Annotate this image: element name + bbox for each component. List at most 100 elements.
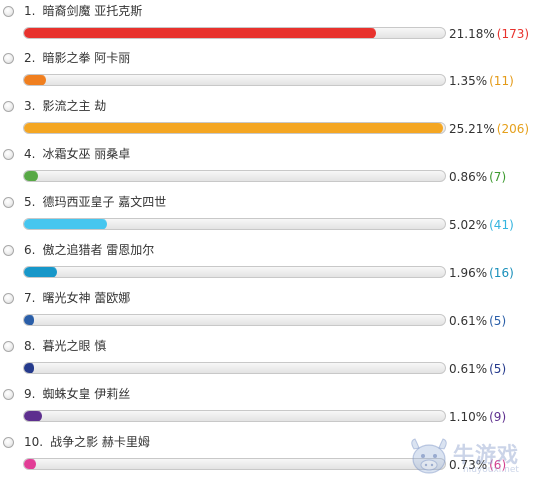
radio-button[interactable] <box>3 389 14 400</box>
option-number: 2. <box>24 51 36 65</box>
poll-option[interactable]: 7. 曙光女神 蕾欧娜 0.61% (5) <box>0 290 534 338</box>
vote-bar-track <box>23 74 446 86</box>
vote-percent: 1.96% <box>449 266 488 280</box>
vote-bar-track <box>23 122 446 134</box>
vote-count: (7) <box>489 170 507 184</box>
vote-percent: 5.02% <box>449 218 488 232</box>
vote-count: (9) <box>489 410 507 424</box>
vote-bar-fill <box>24 411 42 421</box>
poll-option[interactable]: 2. 暗影之拳 阿卡丽 1.35% (11) <box>0 50 534 98</box>
poll-option[interactable]: 5. 德玛西亚皇子 嘉文四世 5.02% (41) <box>0 194 534 242</box>
option-label: 4. 冰霜女巫 丽桑卓 <box>24 146 130 162</box>
vote-percent: 0.86% <box>449 170 488 184</box>
option-number: 6. <box>24 243 36 257</box>
vote-stats: 21.18% (173) <box>449 26 529 42</box>
radio-button[interactable] <box>3 101 14 112</box>
vote-count: (41) <box>489 218 514 232</box>
option-number: 9. <box>24 387 36 401</box>
option-text: 战争之影 赫卡里姆 <box>50 435 150 449</box>
option-text: 傲之追猎者 雷恩加尔 <box>42 243 155 257</box>
radio-button[interactable] <box>3 341 14 352</box>
option-label: 7. 曙光女神 蕾欧娜 <box>24 290 130 306</box>
radio-button[interactable] <box>3 245 14 256</box>
vote-count: (5) <box>489 362 507 376</box>
vote-bar-fill <box>24 123 443 133</box>
option-number: 10. <box>24 435 44 449</box>
vote-bar-fill <box>24 459 36 469</box>
vote-stats: 0.86% (7) <box>449 169 506 185</box>
poll-option[interactable]: 1. 暗裔剑魔 亚托克斯 21.18% (173) <box>0 3 534 51</box>
vote-bar-fill <box>24 171 38 181</box>
vote-stats: 1.35% (11) <box>449 73 514 89</box>
vote-count: (16) <box>489 266 514 280</box>
option-number: 3. <box>24 99 36 113</box>
poll-option[interactable]: 6. 傲之追猎者 雷恩加尔 1.96% (16) <box>0 242 534 290</box>
vote-percent: 25.21% <box>449 122 495 136</box>
vote-stats: 0.73% (6) <box>449 457 506 473</box>
vote-bar-track <box>23 314 446 326</box>
vote-count: (6) <box>489 458 507 472</box>
vote-bar-fill <box>24 75 46 85</box>
poll-option[interactable]: 4. 冰霜女巫 丽桑卓 0.86% (7) <box>0 146 534 194</box>
poll-option[interactable]: 10. 战争之影 赫卡里姆 0.73% (6) <box>0 434 534 482</box>
option-label: 2. 暗影之拳 阿卡丽 <box>24 50 130 66</box>
option-label: 1. 暗裔剑魔 亚托克斯 <box>24 3 142 19</box>
vote-count: (5) <box>489 314 507 328</box>
vote-bar-track <box>23 458 446 470</box>
option-number: 4. <box>24 147 36 161</box>
radio-button[interactable] <box>3 149 14 160</box>
option-text: 冰霜女巫 丽桑卓 <box>42 147 131 161</box>
option-text: 暗裔剑魔 亚托克斯 <box>42 4 143 18</box>
vote-stats: 25.21% (206) <box>449 121 529 137</box>
option-label: 9. 蜘蛛女皇 伊莉丝 <box>24 386 130 402</box>
option-label: 8. 暮光之眼 慎 <box>24 338 106 354</box>
vote-bar-track <box>23 266 446 278</box>
radio-button[interactable] <box>3 197 14 208</box>
vote-count: (206) <box>496 122 530 136</box>
vote-bar-track <box>23 362 446 374</box>
vote-percent: 1.35% <box>449 74 488 88</box>
option-text: 暗影之拳 阿卡丽 <box>42 51 131 65</box>
option-text: 影流之主 劫 <box>42 99 107 113</box>
option-text: 暮光之眼 慎 <box>42 339 107 353</box>
vote-bar-track <box>23 410 446 422</box>
poll-option[interactable]: 9. 蜘蛛女皇 伊莉丝 1.10% (9) <box>0 386 534 434</box>
option-text: 曙光女神 蕾欧娜 <box>42 291 131 305</box>
vote-stats: 5.02% (41) <box>449 217 514 233</box>
vote-percent: 0.73% <box>449 458 488 472</box>
vote-bar-track <box>23 218 446 230</box>
radio-button[interactable] <box>3 437 14 448</box>
vote-percent: 21.18% <box>449 27 495 41</box>
vote-bar-track <box>23 27 446 39</box>
vote-bar-fill <box>24 315 34 325</box>
vote-percent: 0.61% <box>449 314 488 328</box>
vote-stats: 0.61% (5) <box>449 313 506 329</box>
option-label: 10. 战争之影 赫卡里姆 <box>24 434 150 450</box>
vote-bar-fill <box>24 267 57 277</box>
vote-count: (173) <box>496 27 530 41</box>
option-text: 蜘蛛女皇 伊莉丝 <box>42 387 131 401</box>
option-number: 8. <box>24 339 36 353</box>
option-text: 德玛西亚皇子 嘉文四世 <box>42 195 167 209</box>
vote-count: (11) <box>489 74 514 88</box>
vote-bar-fill <box>24 28 376 38</box>
poll-option[interactable]: 8. 暮光之眼 慎 0.61% (5) <box>0 338 534 386</box>
poll-option[interactable]: 3. 影流之主 劫 25.21% (206) <box>0 98 534 146</box>
vote-percent: 1.10% <box>449 410 488 424</box>
vote-bar-fill <box>24 219 107 229</box>
radio-button[interactable] <box>3 6 14 17</box>
vote-stats: 1.96% (16) <box>449 265 514 281</box>
option-number: 5. <box>24 195 36 209</box>
option-label: 6. 傲之追猎者 雷恩加尔 <box>24 242 154 258</box>
option-number: 7. <box>24 291 36 305</box>
option-label: 5. 德玛西亚皇子 嘉文四世 <box>24 194 166 210</box>
vote-stats: 0.61% (5) <box>449 361 506 377</box>
option-label: 3. 影流之主 劫 <box>24 98 106 114</box>
vote-stats: 1.10% (9) <box>449 409 506 425</box>
vote-percent: 0.61% <box>449 362 488 376</box>
vote-bar-fill <box>24 363 34 373</box>
radio-button[interactable] <box>3 53 14 64</box>
option-number: 1. <box>24 4 36 18</box>
radio-button[interactable] <box>3 293 14 304</box>
